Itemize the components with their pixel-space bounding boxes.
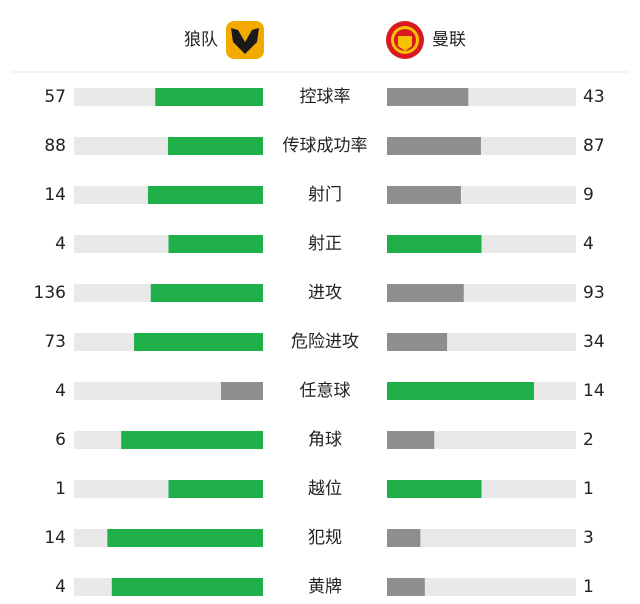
away-bar	[387, 333, 448, 351]
stat-label: 传球成功率	[283, 136, 368, 156]
home-bar	[168, 480, 263, 498]
away-value: 3	[583, 528, 594, 548]
away-bar	[387, 382, 534, 400]
home-bar	[121, 431, 263, 449]
away-bar	[387, 480, 482, 498]
stat-label: 射正	[308, 234, 342, 254]
home-bar	[167, 137, 263, 155]
stat-label: 危险进攻	[291, 332, 359, 352]
away-track	[387, 529, 576, 547]
away-logo	[386, 21, 424, 59]
away-value: 34	[583, 332, 605, 352]
home-bar	[107, 529, 264, 547]
home-value: 4	[55, 234, 66, 254]
home-value: 6	[55, 430, 66, 450]
stat-label: 角球	[308, 430, 342, 450]
home-value: 73	[44, 332, 66, 352]
away-bar	[387, 431, 435, 449]
stat-label: 犯规	[308, 528, 342, 548]
away-bar	[387, 529, 421, 547]
away-value: 9	[583, 185, 594, 205]
home-bar	[150, 284, 263, 302]
away-value: 43	[583, 87, 605, 107]
home-track	[74, 382, 263, 400]
away-value: 2	[583, 430, 594, 450]
home-bar	[111, 578, 263, 596]
away-value: 4	[583, 234, 594, 254]
stat-label: 进攻	[308, 283, 342, 303]
away-value: 1	[583, 577, 594, 597]
home-bar	[147, 186, 263, 204]
home-team: 狼队	[184, 30, 218, 50]
home-value: 136	[34, 283, 66, 303]
away-team: 曼联	[432, 30, 466, 50]
home-bar	[155, 88, 263, 106]
stat-label: 任意球	[300, 381, 351, 401]
home-value: 14	[44, 185, 66, 205]
home-bar	[134, 333, 263, 351]
away-bar	[387, 137, 481, 155]
away-bar	[387, 186, 461, 204]
away-bar	[387, 235, 482, 253]
home-bar	[221, 382, 263, 400]
home-value: 4	[55, 381, 66, 401]
away-value: 93	[583, 283, 605, 303]
stat-label: 射门	[308, 185, 342, 205]
away-bar	[387, 88, 469, 106]
home-bar	[168, 235, 263, 253]
away-track	[387, 578, 576, 596]
home-value: 1	[55, 479, 66, 499]
home-logo	[226, 21, 264, 59]
home-value: 14	[44, 528, 66, 548]
away-value: 1	[583, 479, 594, 499]
home-value: 88	[44, 136, 66, 156]
home-value: 4	[55, 577, 66, 597]
away-value: 14	[583, 381, 605, 401]
away-bar	[387, 284, 464, 302]
away-bar	[387, 578, 425, 596]
home-value: 57	[44, 87, 66, 107]
stat-label: 控球率	[300, 87, 351, 107]
stat-label: 黄牌	[308, 577, 342, 597]
stat-label: 越位	[308, 479, 342, 499]
away-value: 87	[583, 136, 605, 156]
